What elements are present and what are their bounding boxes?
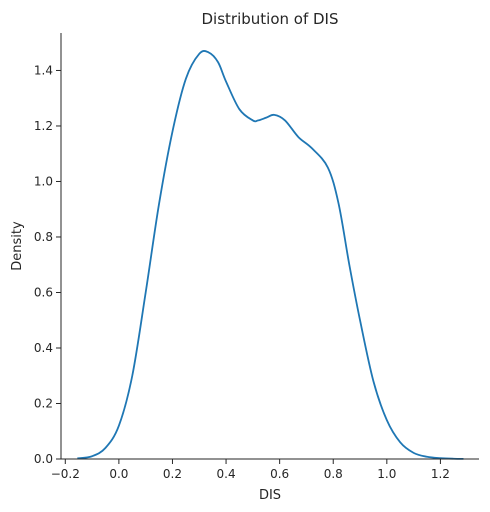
y-tick-label: 0.4 [34, 341, 53, 355]
y-tick-label: 0.8 [34, 230, 53, 244]
series-group [77, 50, 464, 460]
chart-title: Distribution of DIS [202, 10, 339, 28]
x-tick-label: 0.8 [324, 467, 343, 481]
x-axis-label: DIS [259, 488, 281, 503]
x-tick-label: 1.2 [431, 467, 450, 481]
y-tick-label: 1.4 [34, 63, 53, 77]
x-tick-label: 0.2 [163, 467, 182, 481]
x-tick-label: 0.6 [270, 467, 289, 481]
y-tick-label: 0.6 [34, 285, 53, 299]
x-tick-label: 1.0 [377, 467, 396, 481]
x-axis-ticks: −0.2 0.0 0.2 0.4 0.6 0.8 1.0 1.2 [51, 459, 450, 481]
x-tick-label: 0.4 [217, 467, 236, 481]
y-tick-label: 1.2 [34, 119, 53, 133]
x-tick-label: 0.0 [109, 467, 128, 481]
y-axis-label: Density [10, 221, 25, 271]
y-tick-label: 0.2 [34, 396, 53, 410]
y-tick-label: 0.0 [34, 452, 53, 466]
y-tick-label: 1.0 [34, 174, 53, 188]
x-tick-label: −0.2 [51, 467, 80, 481]
density-curve [77, 50, 464, 460]
y-axis-ticks: 0.0 0.2 0.4 0.6 0.8 1.0 1.2 1.4 [34, 63, 61, 466]
